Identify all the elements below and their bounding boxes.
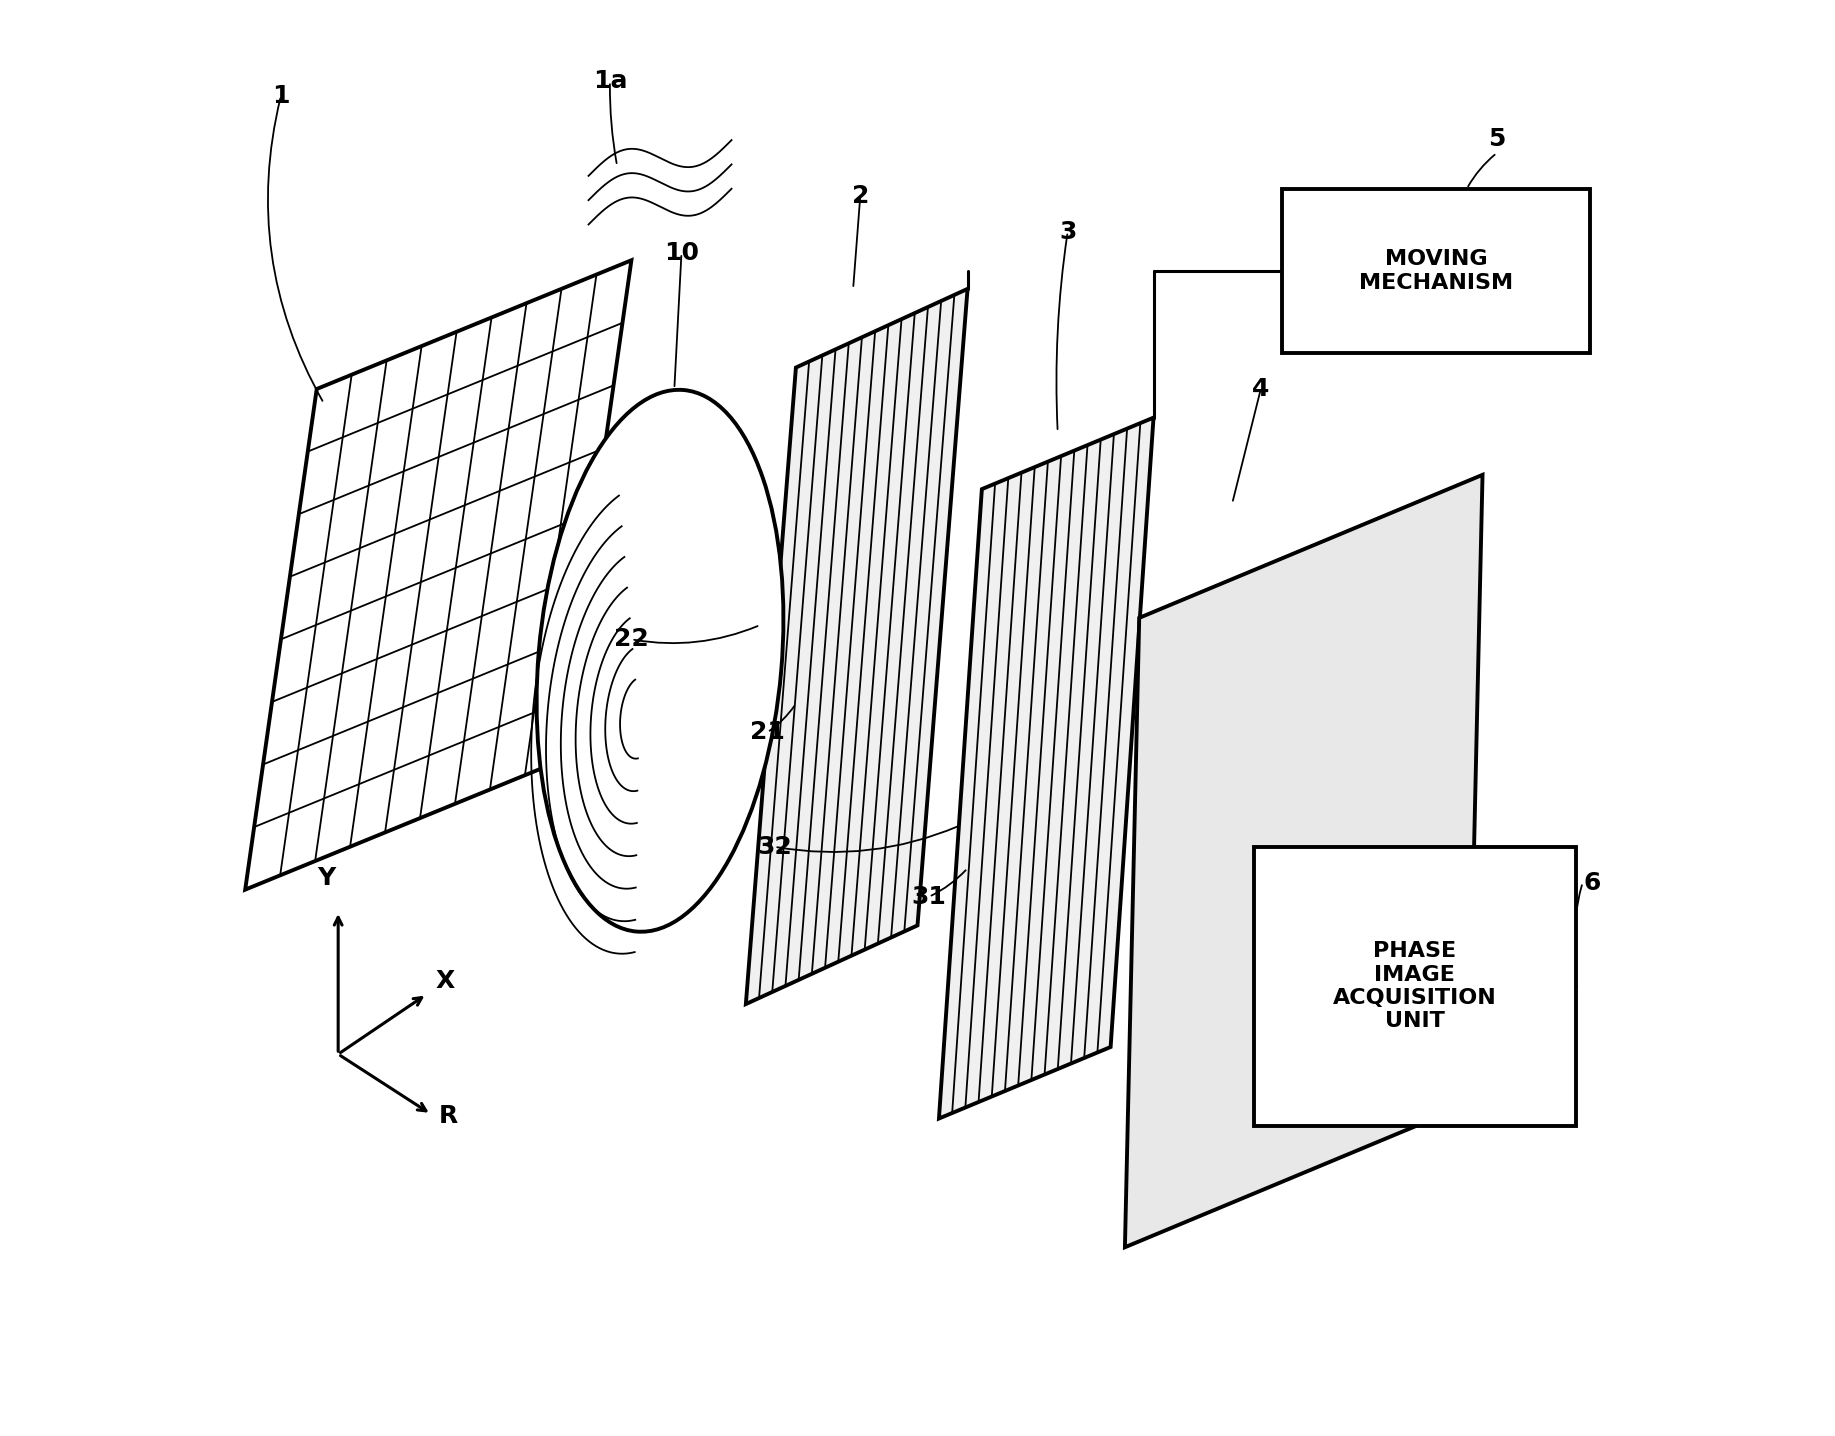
Text: MOVING
MECHANISM: MOVING MECHANISM — [1360, 250, 1514, 293]
Polygon shape — [1125, 475, 1483, 1248]
Bar — [1283, 188, 1589, 353]
Text: 6: 6 — [1584, 870, 1602, 895]
Text: Y: Y — [317, 866, 336, 890]
Text: 1: 1 — [272, 83, 290, 108]
Text: 5: 5 — [1488, 126, 1505, 151]
Text: 32: 32 — [758, 834, 793, 859]
Polygon shape — [745, 289, 967, 1004]
Text: PHASE
IMAGE
ACQUISITION
UNIT: PHASE IMAGE ACQUISITION UNIT — [1332, 942, 1497, 1031]
Text: X: X — [435, 969, 455, 994]
Ellipse shape — [536, 389, 784, 932]
Text: 10: 10 — [664, 241, 699, 266]
Polygon shape — [940, 418, 1154, 1119]
Text: 2: 2 — [851, 184, 870, 208]
Text: 21: 21 — [751, 721, 785, 744]
Text: 3: 3 — [1059, 220, 1077, 244]
Text: 1a: 1a — [593, 69, 628, 93]
Text: R: R — [439, 1104, 457, 1127]
Bar — [1253, 847, 1576, 1126]
Text: 22: 22 — [615, 628, 650, 652]
Text: 4: 4 — [1251, 378, 1270, 401]
Text: 31: 31 — [912, 885, 947, 909]
